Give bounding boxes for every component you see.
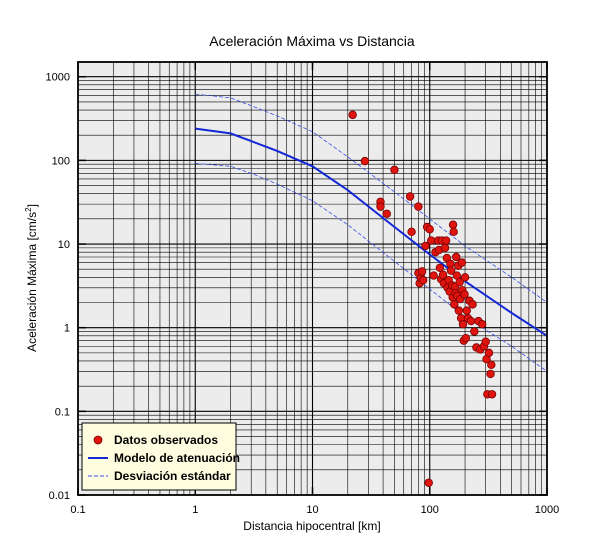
data-point [486,369,495,379]
data-point [440,243,450,253]
x-axis-label: Distancia hipocentral [km] [243,519,380,533]
legend-label-stddev: Desviación estándar [114,469,231,483]
x-tick-label: 100 [421,504,439,516]
data-point [390,165,399,175]
data-point [414,202,423,211]
series-lines [195,93,548,372]
legend-label-observed: Datos observados [114,433,218,447]
data-point [441,236,451,245]
legend-label-model: Modelo de atenuación [114,451,240,465]
y-tick-label: 0.01 [49,490,70,502]
data-point [446,259,455,269]
data-point [407,227,416,237]
y-tick-label: 1 [64,323,70,335]
y-tick-label: 100 [52,155,70,167]
data-points [348,110,497,487]
y-tick-label: 10 [58,239,70,251]
x-tick-label: 0.1 [70,504,85,516]
data-point [468,300,477,309]
data-point [348,110,357,120]
data-point [484,348,494,358]
data-point [449,227,458,237]
data-point [425,225,434,234]
data-point [460,273,470,282]
data-point [427,236,436,245]
data-point [455,277,464,287]
y-axis-label: Aceleración Máxima [cm/s2] [24,204,39,352]
y-axis-label-main: Aceleración Máxima [cm/s [25,212,39,352]
data-point [481,337,490,346]
x-tick-label: 1 [192,504,198,516]
y-tick-label: 1000 [46,72,70,84]
x-tick-label: 10 [306,504,318,516]
data-point [470,327,479,336]
data-point [429,271,438,280]
data-point [487,390,497,399]
data-point [448,220,458,229]
x-tick-label: 1000 [535,504,559,516]
data-point [460,290,469,299]
y-axis-label-superscript: 2 [24,207,33,212]
data-point [477,320,487,329]
data-point [450,300,459,309]
data-point [421,241,430,251]
data-point [405,192,415,201]
data-point [451,252,461,262]
data-point [424,478,433,487]
data-point [376,202,385,211]
y-axis-label-close: ] [25,204,39,207]
y-tick-label: 0.1 [55,406,70,418]
data-point [435,263,445,272]
data-point [382,209,391,218]
legend: Datos observados Modelo de atenuación De… [81,422,240,491]
data-point [417,267,427,276]
stddev-line-2 [195,93,548,303]
data-point [458,320,468,329]
data-point [487,360,496,370]
stddev-line-3 [195,163,548,372]
legend-box [81,422,237,491]
model-line [195,127,548,337]
data-point [438,270,448,279]
data-point [462,306,471,315]
data-point [446,266,456,275]
data-point [457,258,467,267]
chart-title: Aceleración Máxima vs Distancia [209,33,415,49]
data-point [419,275,428,285]
data-point [466,316,476,326]
data-point [454,306,464,315]
legend-marker-observed [93,435,103,445]
data-point [360,156,370,166]
data-point [461,333,471,343]
